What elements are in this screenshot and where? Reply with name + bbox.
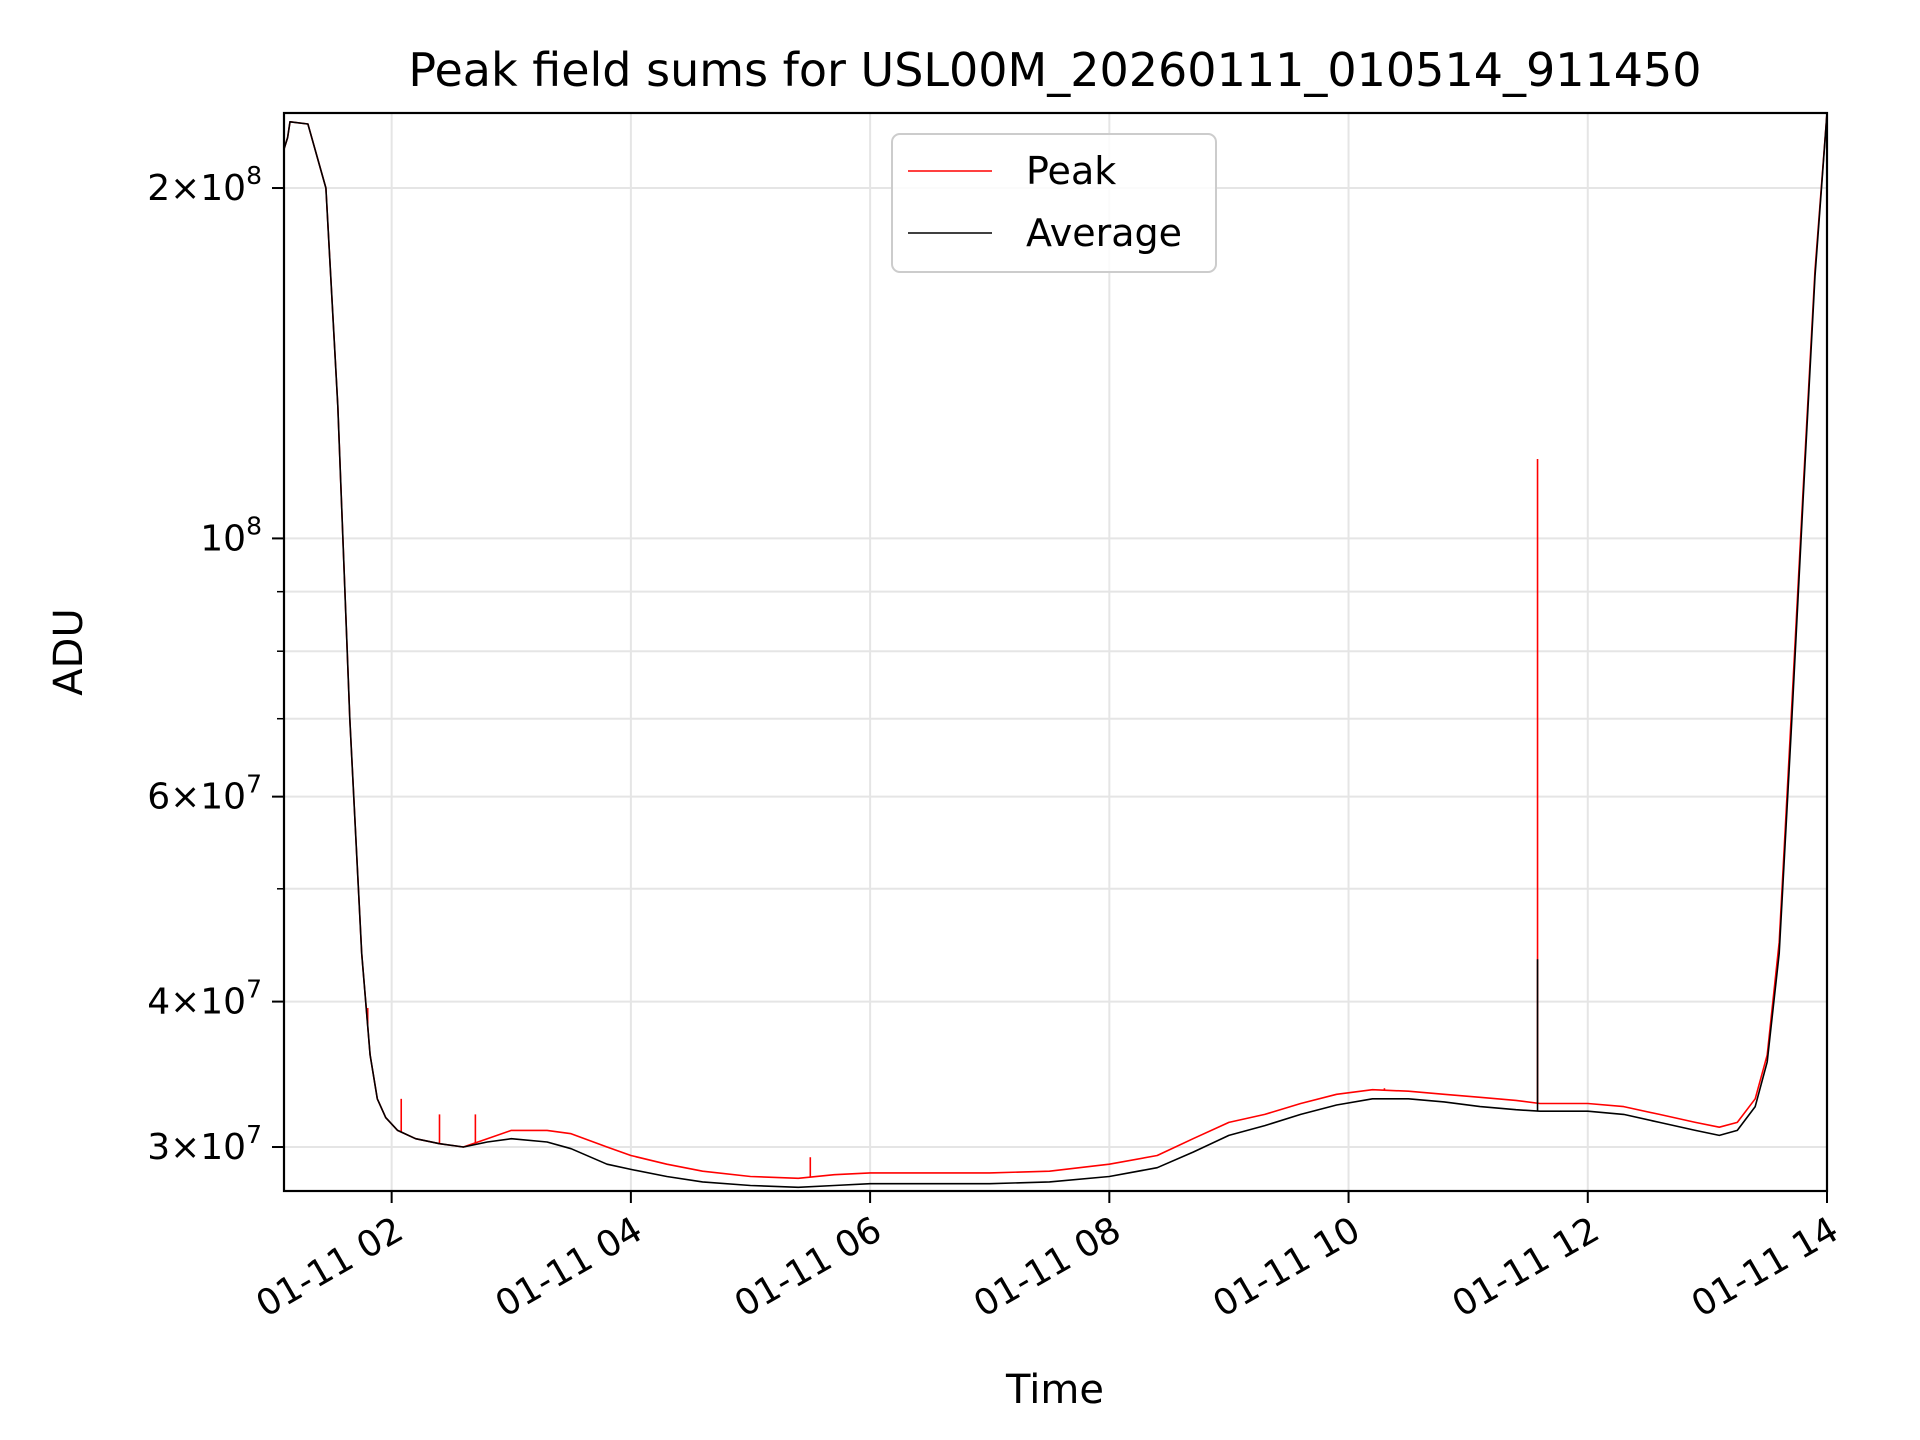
legend: Peak Average (891, 133, 1217, 273)
legend-box (891, 133, 1217, 273)
y-tick-label: 3×107 (147, 1120, 262, 1168)
y-tick-label: 2×108 (147, 161, 262, 209)
y-tick-label: 6×107 (147, 770, 262, 818)
chart-title: Peak field sums for USL00M_20260111_0105… (408, 43, 1701, 97)
legend-label-peak: Peak (1026, 149, 1116, 193)
series-group (284, 113, 1827, 1189)
x-axis-label: Time (1005, 1367, 1104, 1413)
plot-frame (282, 111, 1829, 1193)
y-axis-label: ADU (46, 608, 92, 695)
series-line-average (284, 113, 1827, 1189)
y-axis-ticks: 3×107 4×107 6×107 108 2×108 (147, 161, 284, 1168)
legend-label-average: Average (1026, 211, 1182, 255)
y-tick-label: 4×107 (147, 975, 262, 1023)
y-tick-label: 108 (200, 511, 262, 559)
